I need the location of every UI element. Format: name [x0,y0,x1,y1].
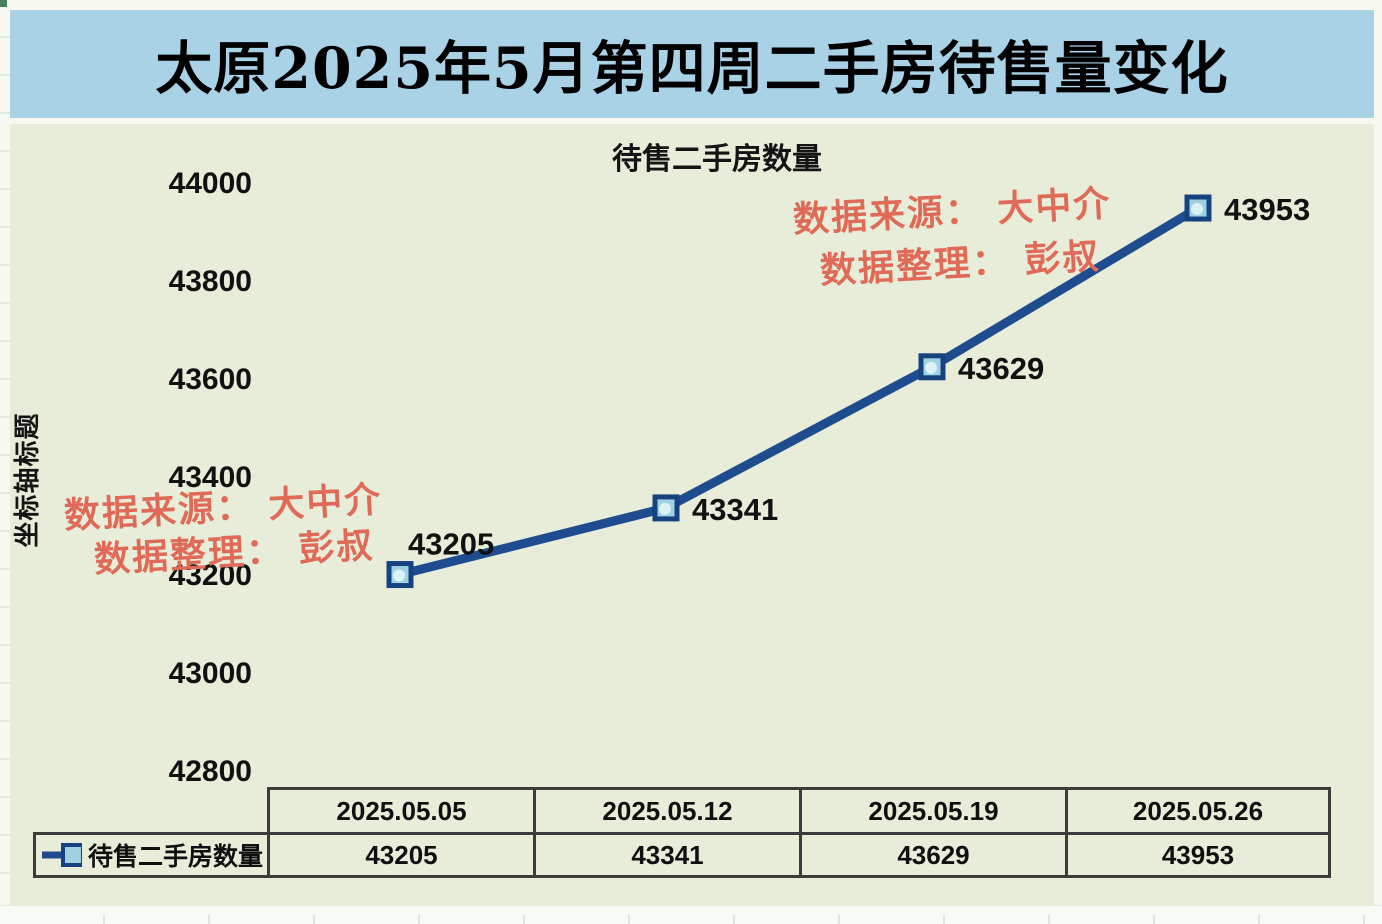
y-tick-label: 43600 [168,363,252,396]
legend-cell: 待售二手房数量 [33,832,267,878]
marker-highlight [1191,203,1203,216]
spreadsheet-left-edge [0,0,10,924]
data-point-label: 43953 [1224,192,1310,227]
table-header-date: 2025.05.12 [533,787,799,832]
table-header-date: 2025.05.05 [267,787,533,832]
data-table: 2025.05.05 2025.05.12 2025.05.19 2025.05… [33,787,1331,878]
table-empty-corner [33,787,267,832]
chart-plot-area [10,124,1374,906]
chart-title: 待售二手房数量 [612,143,822,176]
table-value-cell: 43629 [799,832,1065,878]
series-line [395,203,1203,580]
table-header-date: 2025.05.26 [1065,787,1331,832]
table-value-cell: 43205 [267,832,533,878]
y-tick-label: 43000 [168,657,252,690]
legend-label: 待售二手房数量 [87,843,263,871]
table-header-date: 2025.05.19 [799,787,1065,832]
y-tick-label: 43800 [168,265,252,298]
data-point-label: 43205 [408,527,494,562]
legend-marker-icon [42,843,82,867]
y-tick-label: 43200 [168,559,252,592]
headline-bar: 太原2025年5月第四周二手房待售量变化 [10,10,1374,118]
y-tick-label: 44000 [168,167,252,200]
marker-highlight [393,569,405,582]
spreadsheet-corner-mark [0,0,7,7]
table-value-cell: 43953 [1065,832,1331,878]
marker-highlight [659,502,671,515]
table-value-cell: 43341 [533,832,799,878]
data-point-label: 43341 [692,492,778,527]
spreadsheet-cell-ticks [0,915,1382,924]
page-title: 太原2025年5月第四周二手房待售量变化 [155,35,1229,102]
marker-highlight [925,361,937,374]
data-point-label: 43629 [958,351,1044,386]
y-tick-label: 43400 [168,461,252,494]
y-tick-label: 42800 [168,755,252,788]
